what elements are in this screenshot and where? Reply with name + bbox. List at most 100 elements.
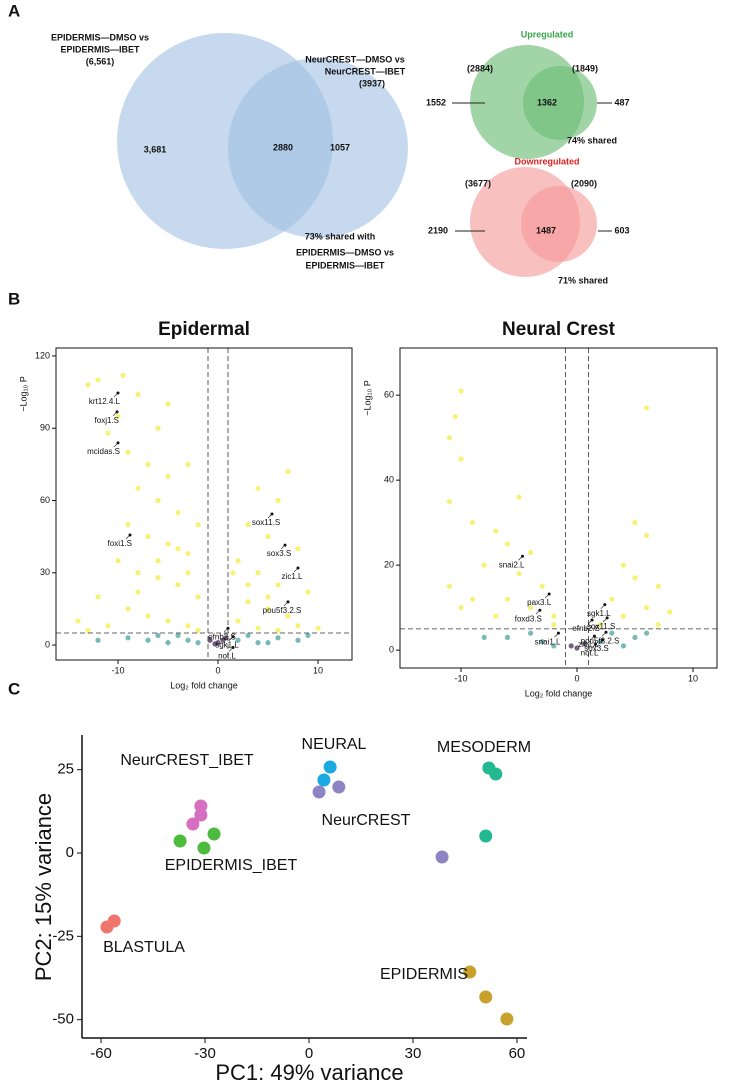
gene-point bbox=[115, 410, 119, 414]
venn-note: 73% shared with bbox=[305, 231, 376, 241]
group-label: NeurCREST bbox=[322, 812, 411, 829]
point bbox=[609, 630, 615, 636]
venn-count: 1057 bbox=[330, 142, 350, 152]
point bbox=[539, 639, 545, 645]
venn-count: 1487 bbox=[536, 225, 556, 235]
venn-count: 2190 bbox=[428, 225, 448, 235]
point bbox=[155, 425, 161, 431]
point bbox=[446, 435, 453, 441]
plot-frame bbox=[399, 347, 718, 669]
x-tick-label: -10 bbox=[455, 673, 468, 683]
gene-point bbox=[286, 600, 290, 604]
point bbox=[125, 521, 131, 528]
y-tick-label: 20 bbox=[384, 560, 394, 570]
point bbox=[632, 634, 638, 641]
point bbox=[120, 372, 126, 378]
venn-set-label: EPIDERMIS—IBET bbox=[60, 44, 140, 54]
point bbox=[185, 550, 191, 557]
point bbox=[265, 534, 271, 540]
group-label: EPIDERMIS_IBET bbox=[165, 857, 298, 874]
y-tick-label: 0 bbox=[66, 844, 74, 861]
point bbox=[323, 760, 337, 774]
gene-point bbox=[604, 630, 608, 634]
y-tick-label: 120 bbox=[35, 350, 50, 360]
y-tick-label: 0 bbox=[45, 639, 50, 649]
point bbox=[115, 558, 121, 564]
point bbox=[458, 605, 464, 611]
point bbox=[493, 528, 499, 534]
x-tick-label: 0 bbox=[305, 1045, 313, 1062]
point bbox=[458, 388, 464, 394]
point bbox=[165, 541, 171, 547]
venn-set-label: NeurCREST—IBET bbox=[325, 66, 406, 76]
gene-point bbox=[592, 634, 596, 638]
point bbox=[155, 575, 161, 581]
venn-count: 603 bbox=[614, 225, 629, 235]
chart-title: Epidermal bbox=[158, 319, 250, 340]
chart-title: Neural Crest bbox=[502, 319, 616, 340]
point bbox=[135, 570, 141, 576]
point bbox=[165, 473, 171, 480]
point bbox=[317, 773, 331, 787]
point bbox=[125, 449, 131, 455]
x-tick-label: -30 bbox=[194, 1045, 216, 1062]
gene-label: mcidas.S bbox=[87, 447, 120, 456]
y-tick-label: 25 bbox=[57, 761, 74, 778]
venn-total: (1849) bbox=[572, 63, 598, 73]
point bbox=[195, 628, 201, 634]
gene-label: zic1.L bbox=[282, 572, 303, 581]
point bbox=[643, 405, 650, 411]
point bbox=[305, 632, 311, 639]
venn-note: EPIDERMIS—IBET bbox=[305, 260, 385, 270]
gene-label: not.L bbox=[218, 652, 236, 661]
point bbox=[504, 634, 511, 641]
gene-point bbox=[605, 616, 609, 620]
point bbox=[230, 570, 236, 576]
group-label: BLASTULA bbox=[103, 939, 185, 956]
point bbox=[107, 914, 121, 928]
x-axis-label: Log₂ fold change bbox=[525, 688, 593, 698]
venn-title: Upregulated bbox=[521, 29, 574, 39]
point bbox=[185, 461, 191, 467]
point bbox=[212, 641, 218, 647]
point bbox=[145, 534, 151, 540]
point bbox=[245, 632, 251, 639]
venn-title: Downregulated bbox=[514, 156, 579, 166]
gene-label: snai1.L bbox=[535, 637, 561, 646]
point bbox=[135, 589, 141, 595]
point bbox=[493, 613, 499, 619]
gene-label: pou5f3.2.S bbox=[263, 606, 302, 615]
x-axis-label: PC1: 49% variance bbox=[215, 1060, 403, 1085]
point bbox=[332, 780, 346, 794]
point bbox=[435, 850, 449, 864]
point bbox=[551, 622, 557, 628]
y-tick-label: -25 bbox=[52, 927, 74, 944]
point bbox=[255, 570, 261, 576]
gene-label: sgk1.L bbox=[215, 641, 239, 650]
y-tick-label: -50 bbox=[52, 1011, 74, 1028]
y-axis-label: −Log₁₀ P bbox=[18, 376, 28, 412]
point bbox=[195, 521, 201, 528]
gene-label: pou5f3.2.S bbox=[581, 636, 620, 645]
point bbox=[295, 623, 301, 629]
point bbox=[315, 625, 321, 631]
point bbox=[235, 637, 241, 643]
point bbox=[609, 596, 615, 602]
point bbox=[85, 382, 91, 388]
point bbox=[312, 785, 326, 799]
x-tick-label: 0 bbox=[574, 673, 579, 683]
point bbox=[145, 637, 151, 643]
point bbox=[265, 594, 271, 600]
y-tick-label: 30 bbox=[40, 567, 50, 577]
venn-count: 1552 bbox=[426, 97, 446, 107]
y-tick-label: 90 bbox=[40, 423, 50, 433]
venn-set-label: NeurCREST—DMSO vs bbox=[305, 54, 405, 64]
gene-label: foxd3.S bbox=[515, 614, 542, 623]
point bbox=[245, 521, 251, 528]
point bbox=[479, 829, 493, 843]
venn-total: (3677) bbox=[465, 178, 491, 188]
gene-label: not.L bbox=[581, 648, 599, 657]
gene-label: foxj1.S bbox=[95, 416, 119, 425]
